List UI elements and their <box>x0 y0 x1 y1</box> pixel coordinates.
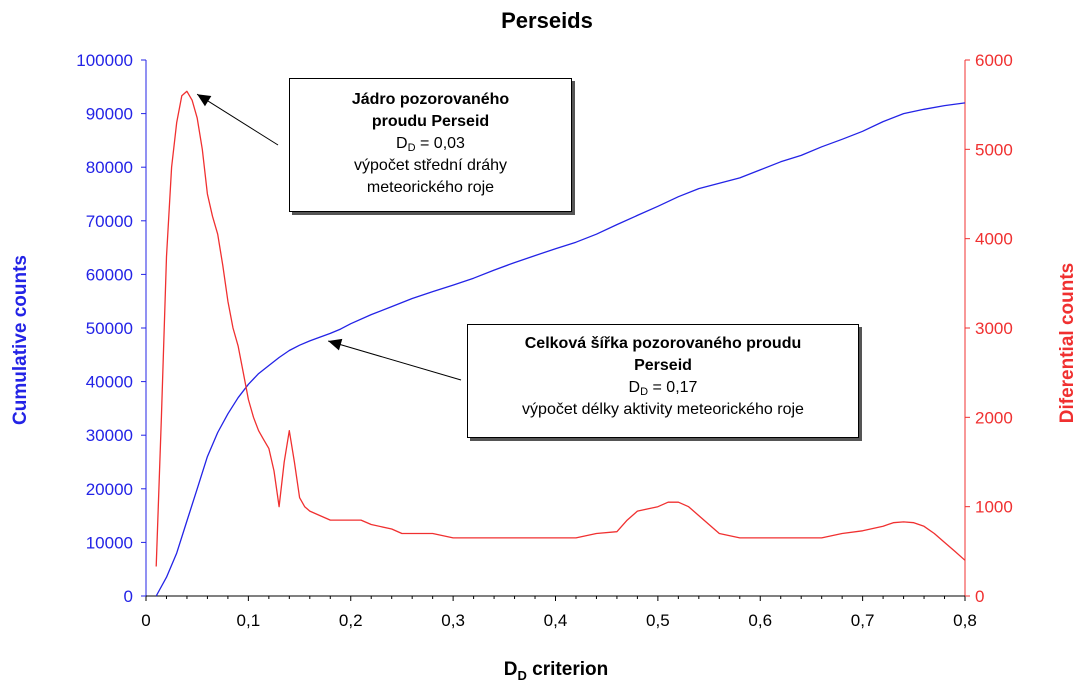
y-left-tick-label: 30000 <box>86 426 133 445</box>
annotation-width-title-1: Celková šířka pozorovaného proudu <box>524 335 802 352</box>
annotation-arrows <box>196 93 462 381</box>
annotation-width-title-2: Perseid <box>634 357 692 374</box>
chart-title: Perseids <box>501 8 593 33</box>
x-tick-label: 0,1 <box>237 611 261 630</box>
y-left-tick-label: 70000 <box>86 212 133 231</box>
annotation-width-dd: DD = 0,17 <box>628 379 698 398</box>
annotation-core: Jádro pozorovaného proudu Perseid DD = 0… <box>289 78 572 212</box>
arrow-core-line <box>196 93 279 146</box>
x-axis-label: DD criterion <box>504 659 608 683</box>
y-left-tick-label: 100000 <box>76 51 133 70</box>
x-tick-label: 0,7 <box>851 611 875 630</box>
y-right-tick-label: 3000 <box>975 319 1013 338</box>
annotation-core-title-1: Jádro pozorovaného <box>351 91 510 108</box>
y-left-tick-label: 20000 <box>86 480 133 499</box>
y-left-tick-label: 50000 <box>86 319 133 338</box>
arrow-core-head <box>197 94 212 107</box>
y-right-tick-label: 4000 <box>975 230 1013 249</box>
y-right-tick-label: 2000 <box>975 408 1013 427</box>
y-left-tick-label: 0 <box>124 587 133 606</box>
y-left-tick-label: 90000 <box>86 105 133 124</box>
y-left-tick-label: 10000 <box>86 533 133 552</box>
x-tick-label: 0,5 <box>646 611 670 630</box>
annotation-width-line3: výpočet délky aktivity meteorického roje <box>522 401 804 418</box>
series-layer <box>155 90 966 597</box>
x-tick-label: 0 <box>141 611 150 630</box>
y-right-tick-label: 5000 <box>975 140 1013 159</box>
y-right-tick-label: 0 <box>975 587 984 606</box>
annotation-core-title-2: proudu Perseid <box>371 113 490 130</box>
annotation-core-dd: DD = 0,03 <box>396 135 465 154</box>
annotation-width: Celková šířka pozorovaného proudu Persei… <box>467 324 859 438</box>
y-axis-right-label: Diferential counts <box>1057 263 1078 423</box>
x-tick-label: 0,4 <box>544 611 568 630</box>
x-tick-label: 0,3 <box>441 611 465 630</box>
annotation-core-line4: meteorického roje <box>366 179 495 196</box>
arrow-width-head <box>328 338 343 351</box>
annotation-core-line3: výpočet střední dráhy <box>354 157 507 174</box>
x-tick-label: 0,2 <box>339 611 363 630</box>
arrow-width-line <box>328 340 462 381</box>
y-left-tick-label: 80000 <box>86 158 133 177</box>
y-left-tick-label: 40000 <box>86 373 133 392</box>
axis-ticks: 0 0,1 0,2 0,3 0,4 0,5 0,6 0,7 0,8010000200003000… <box>76 51 1013 630</box>
y-right-tick-label: 1000 <box>975 498 1013 517</box>
y-right-tick-label: 6000 <box>975 51 1013 70</box>
x-tick-label: 0,8 <box>953 611 977 630</box>
cumulative-counts-line <box>155 102 966 597</box>
y-axis-left-label: Cumulative counts <box>10 255 31 425</box>
x-tick-label: 0,6 <box>748 611 772 630</box>
y-left-tick-label: 60000 <box>86 265 133 284</box>
differential-counts-line <box>155 90 966 567</box>
